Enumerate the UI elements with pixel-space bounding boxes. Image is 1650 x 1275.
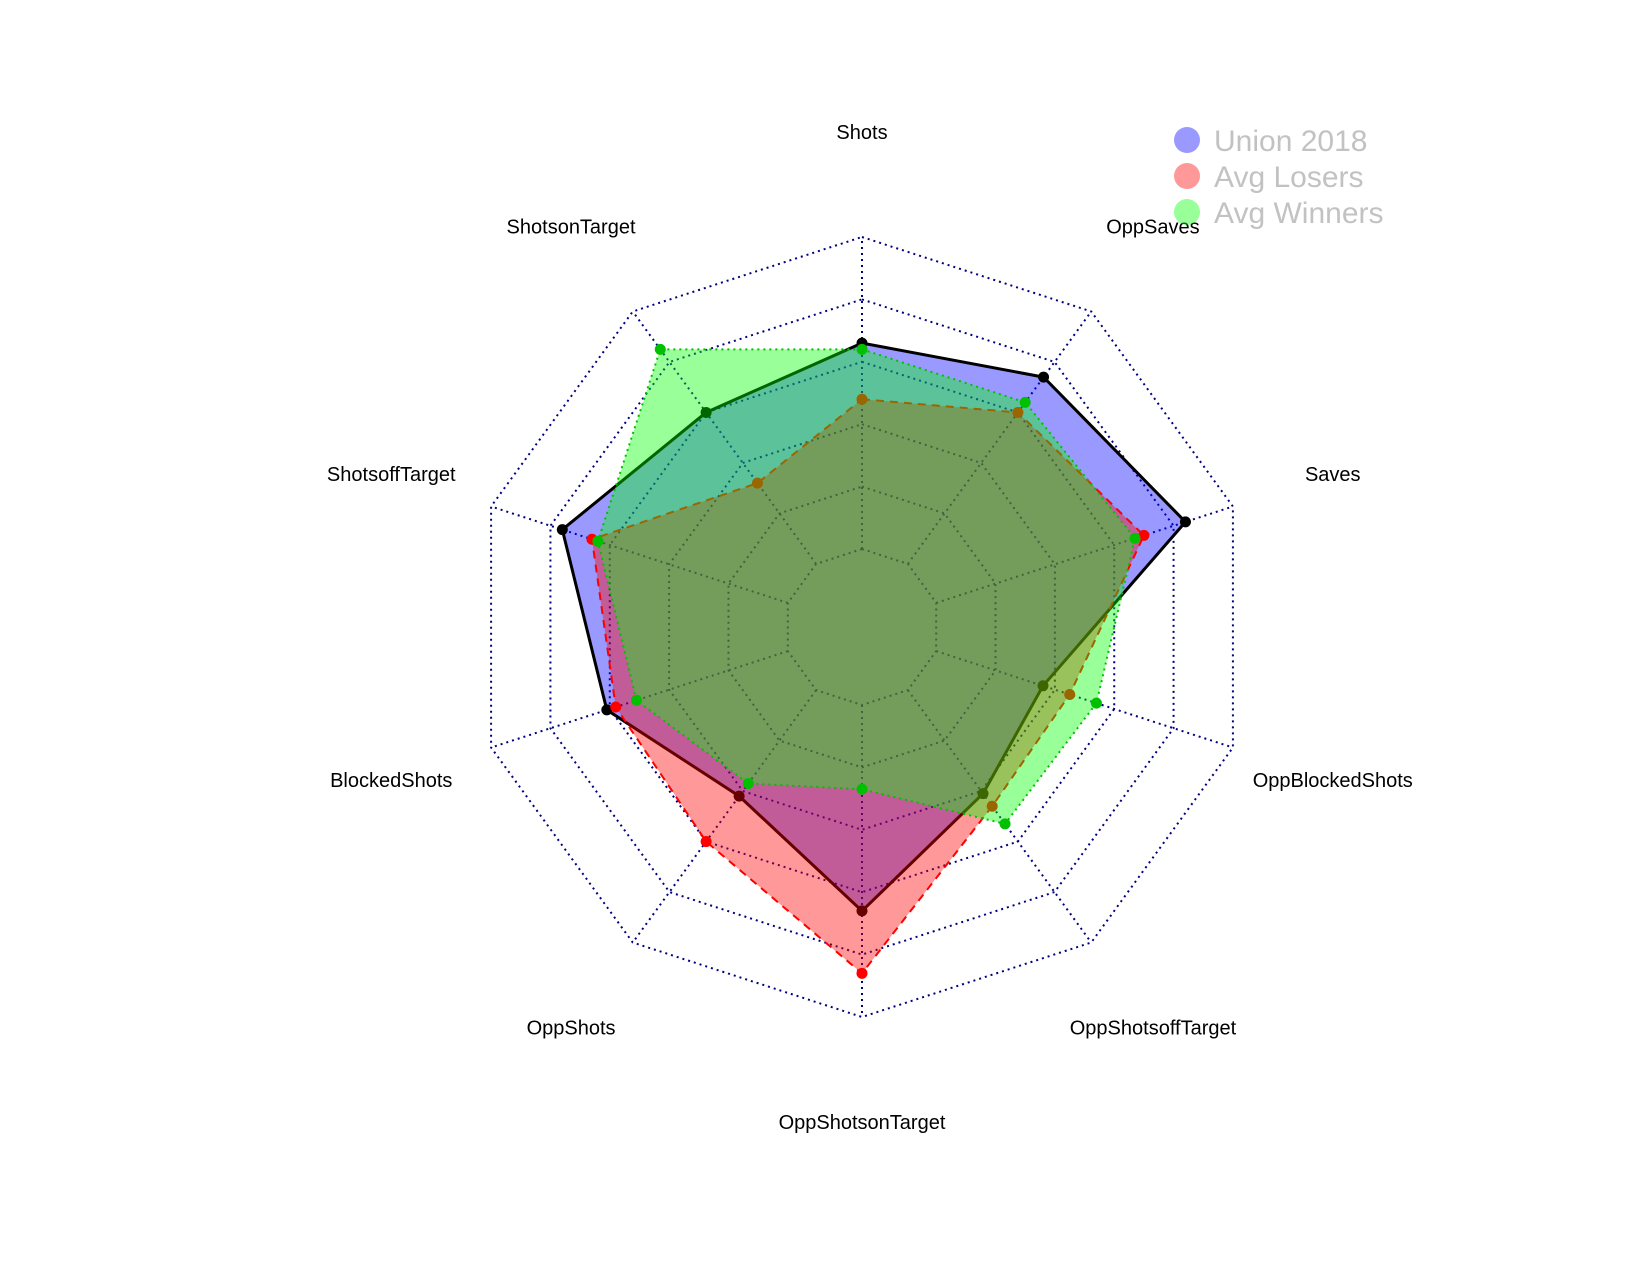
legend-label: Union 2018 [1214, 125, 1367, 158]
radar-grid [490, 235, 1234, 1019]
grid-spoke [490, 505, 789, 604]
data-point [1019, 396, 1031, 408]
data-point [751, 477, 763, 489]
axis-labels: Shots OppSaves Saves OppBlockedShots OppShot… [327, 122, 1413, 1134]
axis-label: ShotsonTarget [507, 217, 636, 239]
data-point [610, 701, 622, 713]
data-point [856, 905, 868, 917]
legend-swatch [1174, 199, 1200, 225]
data-point [601, 704, 613, 716]
data-point [1090, 697, 1102, 709]
series-avg-winners [592, 343, 1141, 830]
data-point [986, 800, 998, 812]
grid-spoke [907, 310, 1093, 565]
axis-label: ShotsoffTarget [327, 464, 456, 486]
radar-series [556, 337, 1191, 979]
grid-spoke [935, 650, 1234, 749]
axis-label: Saves [1305, 464, 1361, 486]
series-area [596, 348, 1137, 826]
grid-spoke [907, 689, 1093, 944]
data-point [1138, 529, 1150, 541]
data-point [1038, 371, 1050, 383]
grid-spoke [631, 310, 817, 565]
grid-ring [668, 423, 1056, 831]
data-point [1012, 406, 1024, 418]
data-point [1037, 680, 1049, 692]
legend-label: Avg Losers [1214, 161, 1364, 194]
data-point [700, 406, 712, 418]
legend-swatch [1174, 163, 1200, 189]
data-point [733, 790, 745, 802]
data-point [856, 393, 868, 405]
data-point [856, 343, 868, 355]
data-point [742, 777, 754, 789]
data-point [977, 788, 989, 800]
data-point [1064, 688, 1076, 700]
data-point [856, 783, 868, 795]
grid-spoke [490, 650, 789, 749]
data-point [654, 343, 666, 355]
series-avg-losers [586, 393, 1150, 979]
axis-label: Shots [836, 122, 887, 144]
data-point [1129, 532, 1141, 544]
axis-label: OppShots [527, 1017, 616, 1039]
data-point [1179, 516, 1191, 528]
data-point [856, 967, 868, 979]
legend-label: Avg Winners [1214, 197, 1384, 230]
grid-spoke [631, 689, 817, 944]
data-point [630, 694, 642, 706]
series-union-2018 [556, 337, 1191, 917]
data-point [592, 535, 604, 547]
axis-label: BlockedShots [330, 770, 452, 792]
data-point [556, 524, 568, 536]
grid-ring [727, 485, 997, 769]
axis-label: OppShotsoffTarget [1070, 1017, 1237, 1039]
axis-label: OppBlockedShots [1253, 770, 1413, 792]
axis-label: OppShotsonTarget [779, 1112, 946, 1134]
legend-swatch [1174, 127, 1200, 153]
axis-label: OppSaves [1106, 217, 1199, 239]
data-point [999, 818, 1011, 830]
data-point [700, 836, 712, 848]
